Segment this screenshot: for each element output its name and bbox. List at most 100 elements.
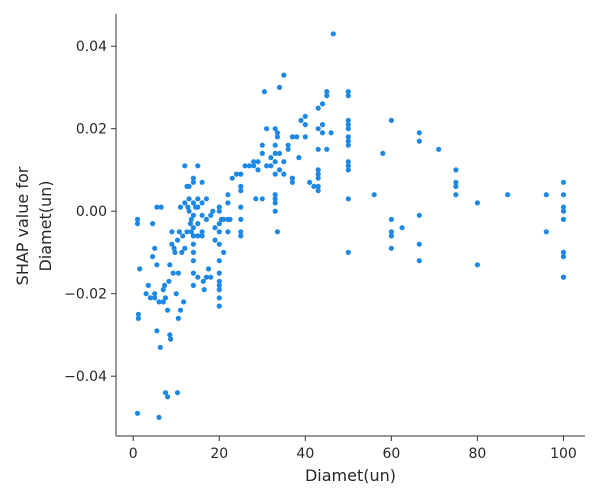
data-point: [187, 221, 193, 227]
data-point: [171, 245, 177, 251]
data-point: [156, 414, 162, 420]
data-point: [388, 233, 394, 239]
data-point: [264, 163, 270, 169]
data-point: [216, 303, 222, 309]
data-point: [216, 295, 222, 301]
data-point: [285, 142, 291, 148]
data-point: [182, 200, 188, 206]
data-point: [190, 270, 196, 276]
data-point: [272, 171, 278, 177]
data-point: [416, 258, 422, 264]
data-point: [216, 221, 222, 227]
data-point: [184, 229, 190, 235]
data-point: [225, 200, 231, 206]
data-point: [345, 93, 351, 99]
data-point: [274, 134, 280, 140]
data-point: [276, 167, 283, 173]
data-point: [181, 299, 187, 305]
x-tick-label: 80: [469, 446, 487, 462]
data-point: [345, 142, 351, 148]
data-point: [294, 134, 300, 140]
data-point: [324, 146, 330, 152]
data-point: [179, 249, 185, 255]
data-point: [221, 216, 227, 222]
data-point: [185, 204, 191, 210]
data-point: [216, 229, 222, 235]
data-point: [190, 233, 196, 239]
data-point: [158, 204, 164, 210]
y-tick-label: −0.04: [64, 369, 107, 385]
data-point: [186, 208, 192, 214]
data-point: [165, 394, 171, 400]
data-point: [212, 237, 218, 243]
data-point: [345, 117, 351, 123]
data-point: [274, 130, 280, 136]
data-point: [177, 204, 184, 210]
data-point: [238, 216, 244, 222]
data-point: [233, 171, 240, 177]
data-point: [560, 216, 567, 222]
data-point: [281, 159, 287, 165]
data-point: [315, 146, 321, 152]
data-point: [416, 241, 422, 247]
data-point: [190, 200, 196, 206]
data-point: [345, 159, 351, 165]
data-point: [190, 282, 196, 288]
data-point: [203, 196, 209, 202]
data-point: [203, 274, 209, 280]
data-point: [289, 134, 295, 140]
y-tick-label: 0.00: [76, 204, 107, 220]
data-point: [165, 307, 171, 313]
data-point: [560, 254, 567, 260]
data-point: [345, 167, 351, 173]
data-point: [156, 299, 162, 305]
data-point: [311, 183, 317, 189]
data-point: [190, 179, 196, 185]
data-point: [199, 179, 205, 185]
data-point: [134, 221, 141, 227]
data-point: [167, 262, 173, 268]
x-tick-label: 0: [129, 446, 138, 462]
data-point: [416, 130, 422, 136]
data-point: [166, 278, 172, 284]
data-point: [289, 179, 295, 185]
data-point: [345, 138, 351, 144]
data-point: [182, 163, 188, 169]
data-point: [380, 150, 386, 156]
data-point: [176, 229, 182, 235]
data-point: [330, 31, 336, 37]
data-point: [259, 150, 265, 156]
data-point: [216, 270, 222, 276]
data-point: [474, 200, 480, 206]
data-point: [298, 117, 304, 123]
data-point: [264, 126, 270, 132]
data-point: [543, 192, 549, 198]
data-point: [154, 262, 160, 268]
data-point: [169, 241, 175, 247]
data-point: [168, 336, 174, 342]
data-point: [251, 159, 257, 165]
data-point: [253, 196, 259, 202]
data-point: [162, 295, 169, 301]
y-tick-label: 0.04: [76, 39, 107, 55]
data-point: [134, 216, 141, 222]
data-point: [150, 221, 156, 227]
data-point: [272, 208, 278, 214]
data-point: [272, 150, 278, 156]
data-point: [199, 229, 205, 235]
data-point: [560, 192, 567, 198]
data-point: [199, 200, 205, 206]
data-point: [285, 146, 291, 152]
data-point: [242, 163, 248, 169]
data-point: [216, 258, 222, 264]
data-point: [137, 266, 143, 272]
data-point: [175, 270, 181, 276]
data-point: [436, 146, 442, 152]
data-point: [188, 216, 194, 222]
data-point: [296, 155, 302, 161]
data-point: [212, 225, 218, 231]
data-point: [388, 216, 394, 222]
data-point: [474, 262, 480, 268]
data-point: [399, 225, 405, 231]
